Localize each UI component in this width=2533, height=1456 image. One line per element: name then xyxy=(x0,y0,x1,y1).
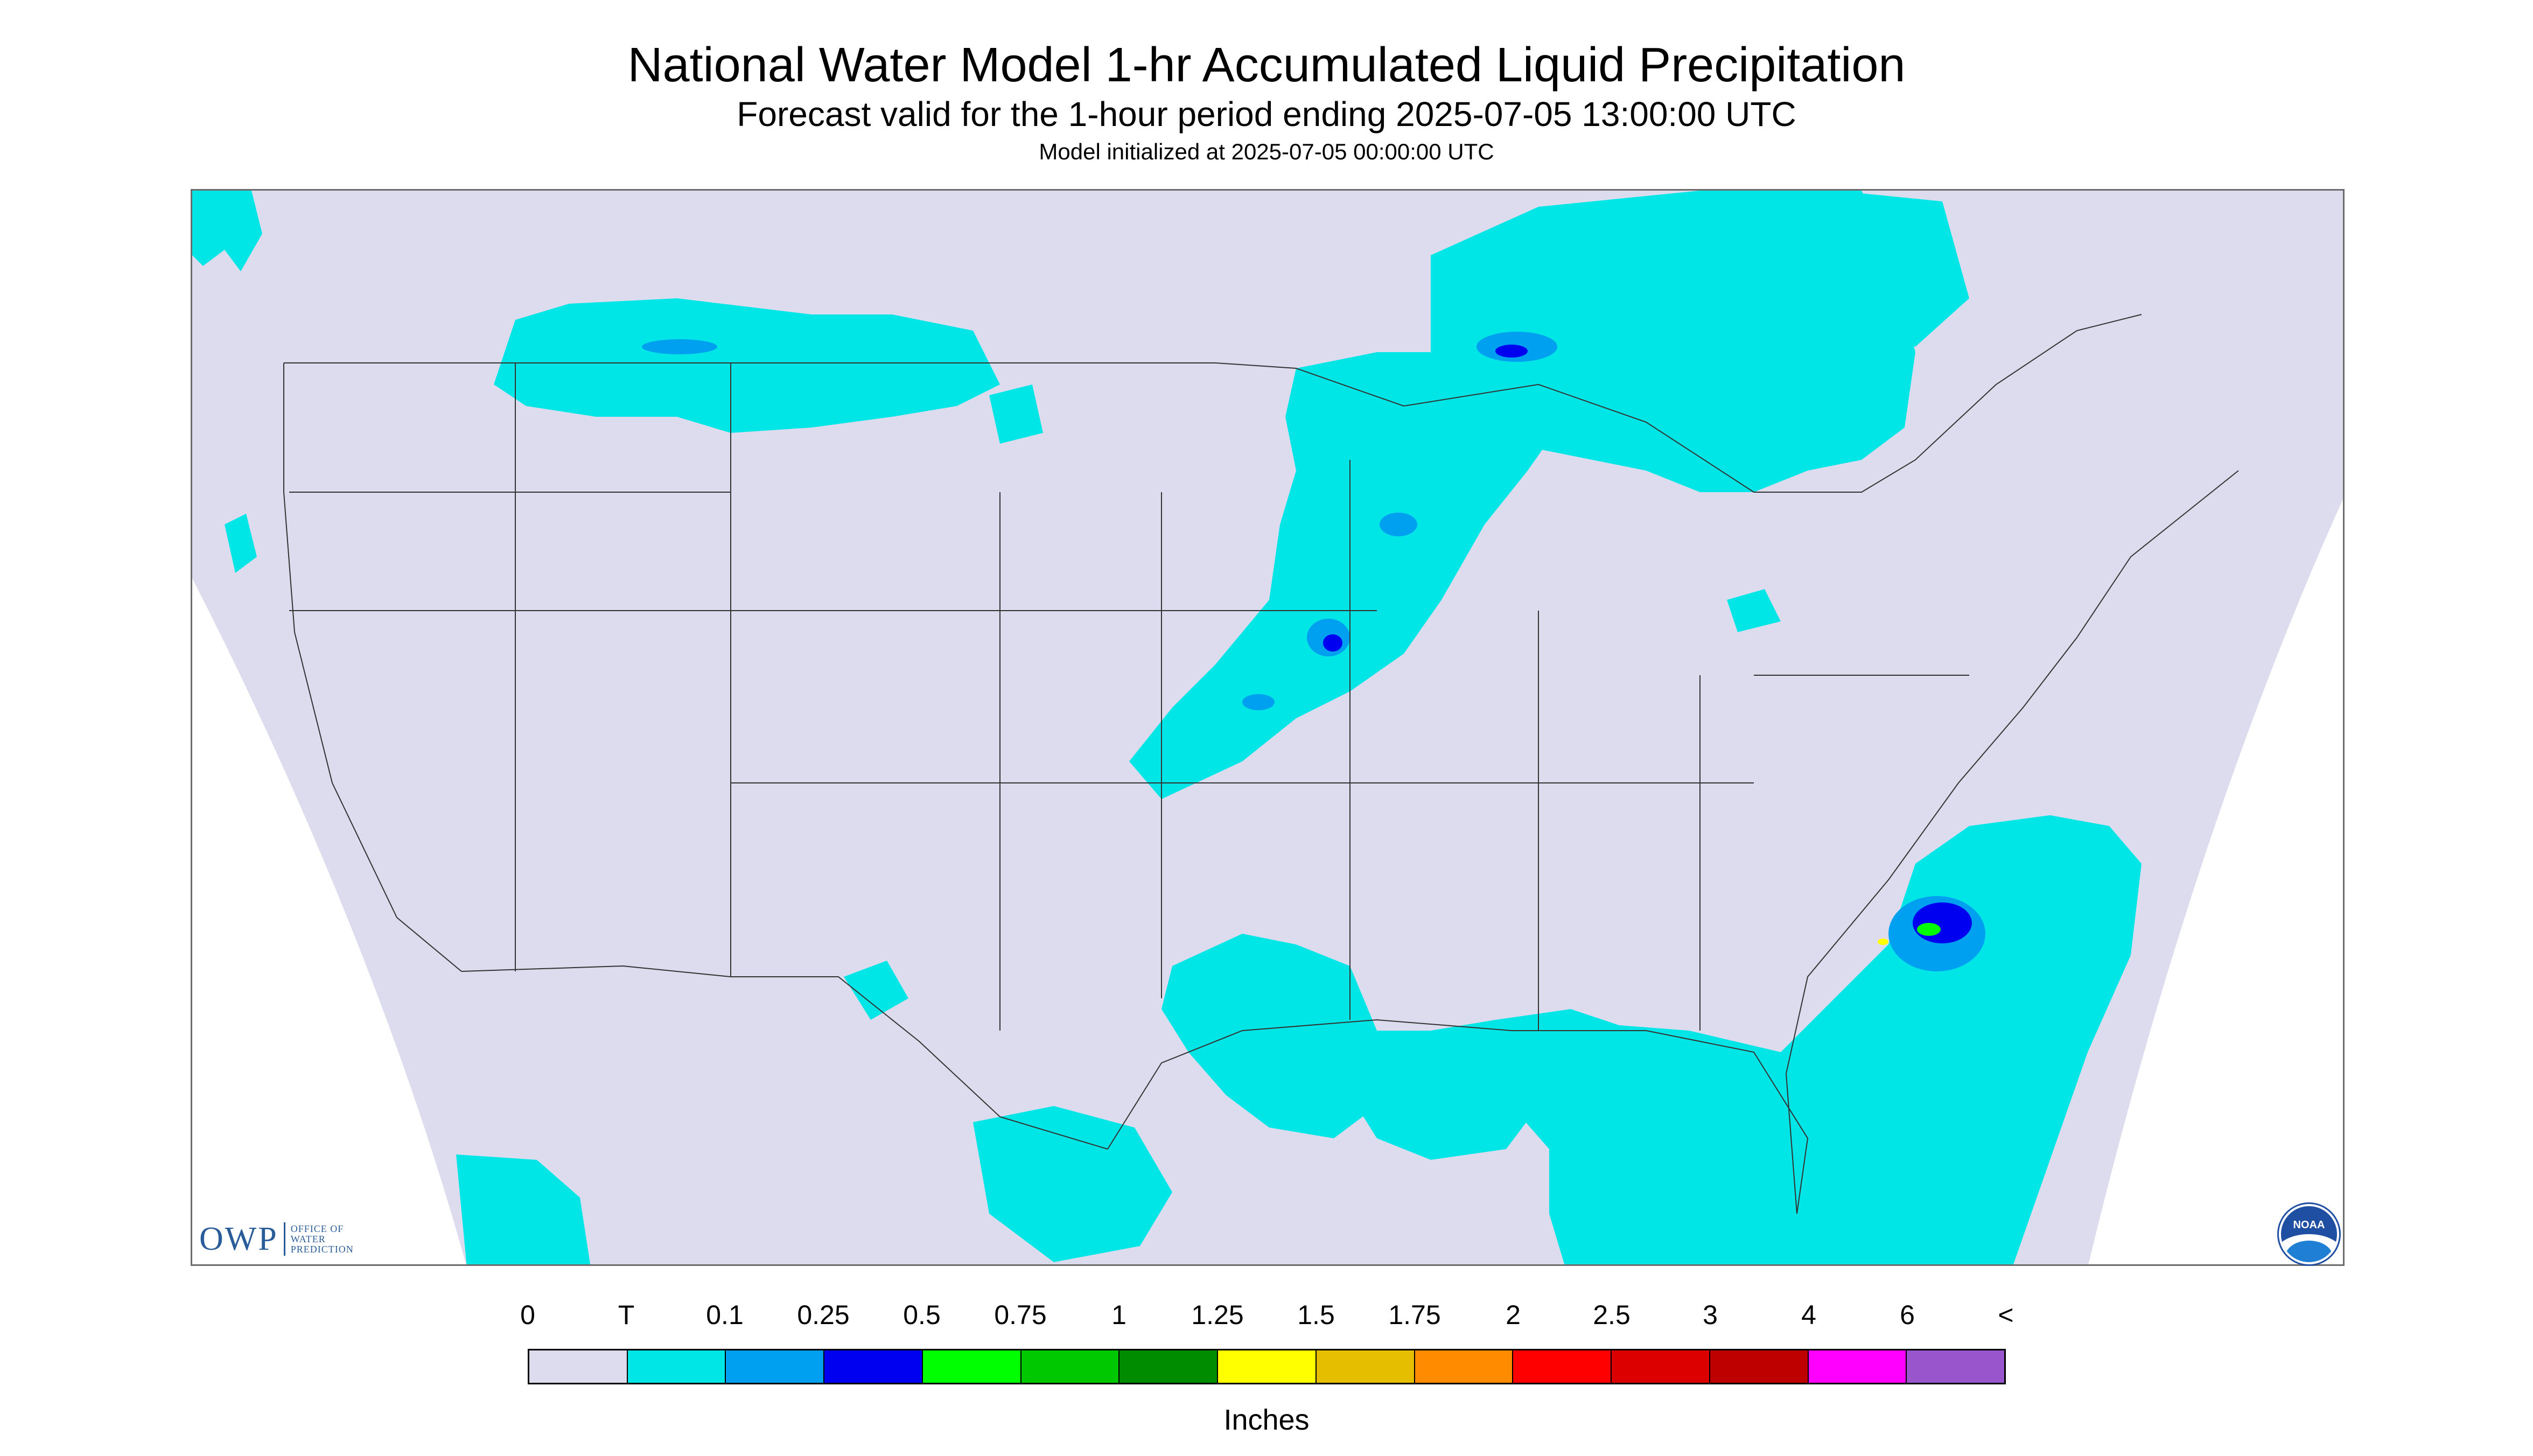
political-boundaries xyxy=(283,314,2239,1214)
legend-tick-label: 2.5 xyxy=(1593,1300,1631,1330)
legend-tick-label: 0.75 xyxy=(994,1300,1047,1330)
trace-area-upper-midwest xyxy=(1129,352,1565,799)
west-coast xyxy=(283,363,462,972)
trace-area-gulf-coast xyxy=(1350,1031,1538,1160)
trace-area-mexico xyxy=(844,961,908,1020)
legend-swatch xyxy=(529,1350,628,1383)
legend-swatch xyxy=(1907,1350,2005,1383)
precip-cell-montana xyxy=(642,339,717,354)
owp-logo-text: OFFICE OF WATER PREDICTION xyxy=(290,1223,354,1255)
legend-swatch xyxy=(1415,1350,1514,1383)
legend-swatch xyxy=(726,1350,825,1383)
owp-logo-line3: PREDICTION xyxy=(290,1243,354,1255)
legend-swatch xyxy=(1513,1350,1612,1383)
noaa-logo: NOAA xyxy=(2279,1204,2339,1264)
heavy-cell-iowa xyxy=(1323,634,1342,652)
legend-swatch xyxy=(1808,1350,1907,1383)
heavy-cell-carolina xyxy=(1913,902,1972,943)
legend-tick-labels: 0 T 0.1 0.25 0.5 0.75 1 1.25 1.5 1.75 2 2.5 3 4 6 < xyxy=(0,1299,2533,1331)
precipitation-map xyxy=(191,189,2345,1266)
trace-area-mexico-sw xyxy=(973,1106,1172,1262)
legend-swatch xyxy=(1612,1350,1710,1383)
legend-tick-label: 1.25 xyxy=(1191,1300,1244,1330)
forecast-valid-subtitle: Forecast valid for the 1-hour period end… xyxy=(737,95,1796,134)
legend-tick-label: 2 xyxy=(1506,1300,1521,1330)
heavy-precip-cores xyxy=(1878,923,1941,945)
trace-area-pnw xyxy=(192,191,262,271)
trace-area-texas-gulf xyxy=(1161,934,1404,1138)
trace-area-pacific-sw xyxy=(456,1154,591,1264)
noaa-logo-label: NOAA xyxy=(2293,1219,2325,1231)
legend-unit-label: Inches xyxy=(1223,1404,1310,1436)
core-yellow-carolina xyxy=(1878,939,1888,945)
trace-area-pnw-small xyxy=(225,514,257,573)
legend-swatch xyxy=(922,1350,1021,1383)
legend-tick-label: 0.5 xyxy=(903,1300,941,1330)
owp-logo-line1: OFFICE OF xyxy=(290,1223,344,1234)
gulf-coast xyxy=(1107,1019,1809,1214)
trace-area-dakotas xyxy=(989,384,1043,444)
precip-cell-missouri xyxy=(1242,694,1275,710)
legend-tick-label: 3 xyxy=(1703,1300,1718,1330)
legend-swatch xyxy=(1021,1350,1120,1383)
trace-area-quebec-top xyxy=(1835,191,1969,347)
model-init-line: Model initialized at 2025-07-05 00:00:00… xyxy=(1039,139,1494,164)
trace-area-ohio-small xyxy=(1727,589,1781,632)
legend-swatch xyxy=(1218,1350,1317,1383)
legend-tick-label: 0.1 xyxy=(706,1300,744,1330)
owp-logo-divider xyxy=(283,1222,285,1256)
legend-tick-label: 1 xyxy=(1111,1300,1126,1330)
heavy-cell-ontario xyxy=(1495,345,1528,358)
legend-tick-label: T xyxy=(618,1300,635,1330)
owp-logo: OWP OFFICE OF WATER PREDICTION xyxy=(199,1220,354,1258)
us-mexico-border xyxy=(461,965,1108,1150)
legend-tick-label: 0 xyxy=(520,1300,535,1330)
map-title: National Water Model 1-hr Accumulated Li… xyxy=(627,38,1906,92)
legend-swatch xyxy=(1710,1350,1809,1383)
legend-tick-label: 6 xyxy=(1900,1300,1915,1330)
precip-cell-minnesota xyxy=(1380,513,1417,536)
owp-logo-line2: WATER xyxy=(290,1233,326,1244)
legend-tick-label: 1.75 xyxy=(1388,1300,1441,1330)
east-coast xyxy=(1785,470,2239,1214)
map-canvas xyxy=(192,191,2343,1264)
state-line-1 xyxy=(289,363,1969,1031)
us-canada-border xyxy=(284,314,2142,493)
legend-tick-label: 0.25 xyxy=(797,1300,850,1330)
legend-tick-label: 4 xyxy=(1801,1300,1816,1330)
trace-precip-areas xyxy=(192,191,2142,1264)
legend-color-bar xyxy=(528,1349,2006,1384)
legend-swatch xyxy=(824,1350,923,1383)
outside-domain-right xyxy=(2088,499,2343,1264)
legend-tick-label: 1.5 xyxy=(1297,1300,1335,1330)
core-green-carolina xyxy=(1917,923,1941,936)
outside-domain-left xyxy=(192,578,466,1264)
legend-tick-label: < xyxy=(1998,1300,2014,1330)
legend-swatch xyxy=(1316,1350,1415,1383)
trace-area-montana xyxy=(494,298,1000,433)
noaa-logo-wave-inner xyxy=(2285,1241,2333,1262)
legend-swatch xyxy=(1119,1350,1219,1383)
owp-logo-mark: OWP xyxy=(199,1220,278,1257)
legend-swatch xyxy=(627,1350,726,1383)
